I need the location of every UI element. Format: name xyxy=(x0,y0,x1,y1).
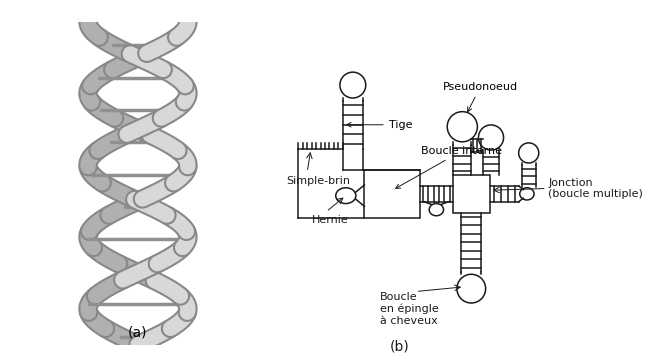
Text: Boucle interne: Boucle interne xyxy=(396,146,502,188)
Text: Pseudonoeud: Pseudonoeud xyxy=(443,82,518,112)
Text: Jonction
(boucle multiple): Jonction (boucle multiple) xyxy=(549,178,643,199)
Text: Boucle
en épingle
à cheveux: Boucle en épingle à cheveux xyxy=(380,292,438,326)
Text: Simple-brin: Simple-brin xyxy=(286,176,350,186)
Text: Tige: Tige xyxy=(347,120,412,130)
Text: (b): (b) xyxy=(390,340,409,354)
Text: Hernie: Hernie xyxy=(311,215,348,225)
Text: (a): (a) xyxy=(128,326,148,340)
